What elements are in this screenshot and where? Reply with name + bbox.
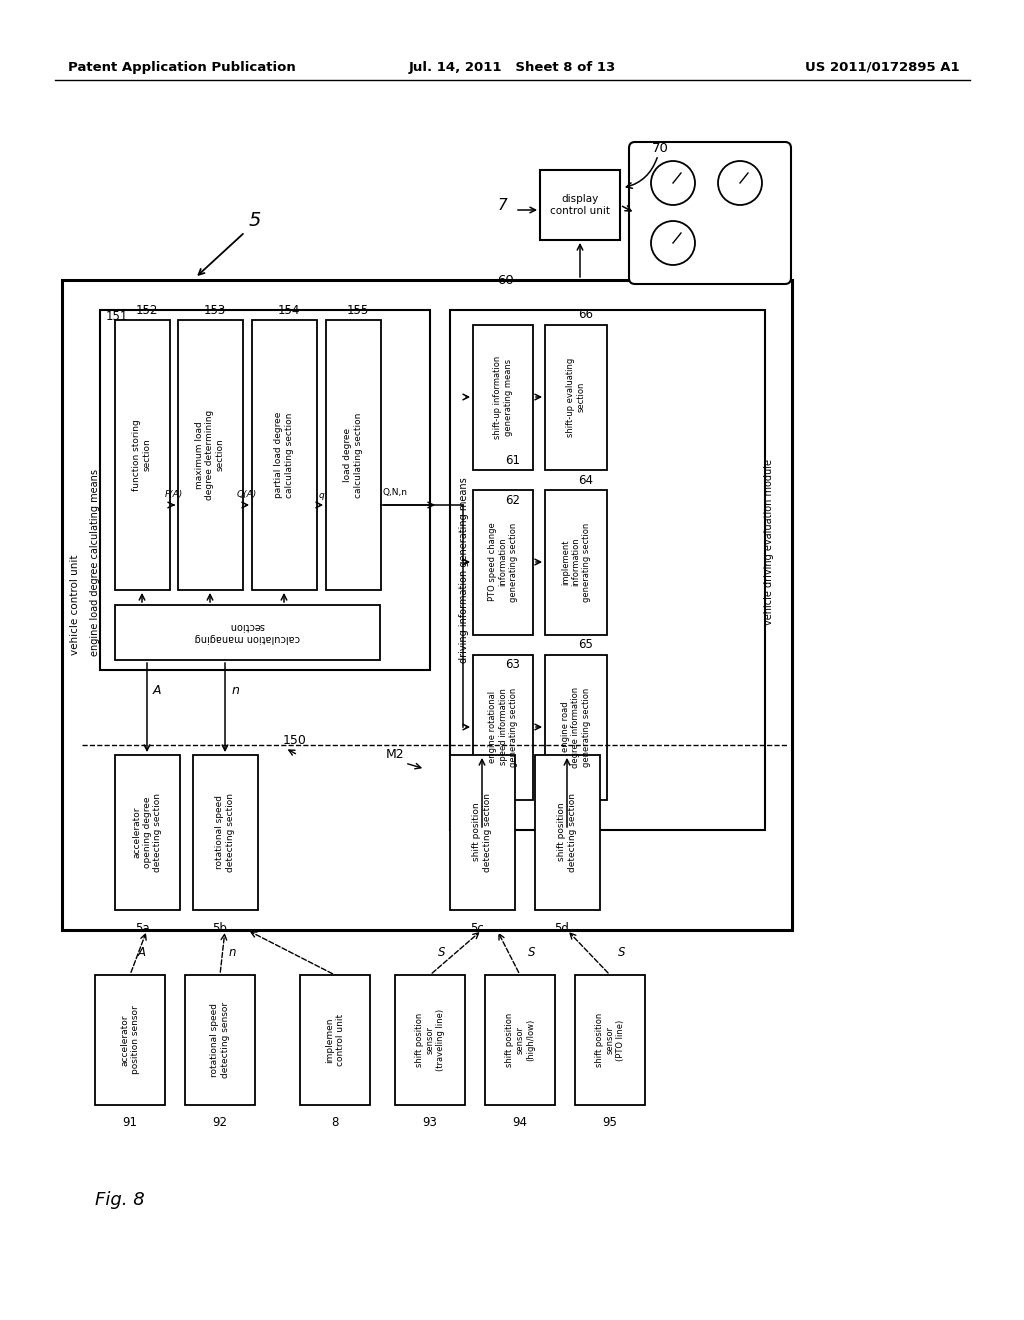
Text: Jul. 14, 2011   Sheet 8 of 13: Jul. 14, 2011 Sheet 8 of 13	[409, 61, 615, 74]
Bar	[545, 490, 607, 635]
Text: display
control unit: display control unit	[550, 194, 610, 215]
Bar	[473, 490, 534, 635]
Text: PTO speed change
information
generating section: PTO speed change information generating …	[488, 523, 518, 602]
Text: accelerator
opening degree
detecting section: accelerator opening degree detecting sec…	[132, 792, 162, 871]
Text: accelerator
position sensor: accelerator position sensor	[120, 1006, 139, 1074]
Bar	[326, 319, 381, 590]
Text: shift-up evaluating
section: shift-up evaluating section	[566, 358, 586, 437]
Text: 150: 150	[283, 734, 307, 747]
Text: 7: 7	[497, 198, 507, 213]
Text: vehicle control unit: vehicle control unit	[70, 554, 80, 655]
Text: shift position
sensor
(high/low): shift position sensor (high/low)	[505, 1012, 535, 1067]
Text: 5b: 5b	[213, 921, 227, 935]
Bar	[178, 319, 243, 590]
Text: 94: 94	[512, 1117, 527, 1130]
Text: calculation managing
section: calculation managing section	[195, 622, 300, 643]
Text: 5: 5	[249, 210, 261, 230]
Text: q: q	[318, 491, 324, 499]
Text: Q,N,n: Q,N,n	[383, 488, 408, 498]
Text: 154: 154	[278, 304, 300, 317]
Text: maximum load
degree determining
section: maximum load degree determining section	[196, 411, 225, 500]
Text: Q(A): Q(A)	[237, 491, 257, 499]
Bar	[545, 325, 607, 470]
Text: 92: 92	[213, 1117, 227, 1130]
Text: 95: 95	[602, 1117, 617, 1130]
Text: 66: 66	[579, 309, 594, 322]
Text: M2: M2	[386, 748, 404, 762]
Text: 63: 63	[506, 659, 520, 672]
Bar	[100, 310, 430, 671]
Bar	[95, 975, 165, 1105]
Text: 61: 61	[506, 454, 520, 466]
Bar	[535, 755, 600, 909]
Text: 153: 153	[204, 304, 226, 317]
Text: 64: 64	[579, 474, 594, 487]
Text: Patent Application Publication: Patent Application Publication	[68, 61, 296, 74]
Bar	[82, 294, 437, 830]
Circle shape	[718, 161, 762, 205]
Bar	[450, 310, 765, 830]
Text: engine rotational
speed information
generating section: engine rotational speed information gene…	[488, 688, 518, 767]
Text: 65: 65	[579, 639, 594, 652]
FancyBboxPatch shape	[629, 143, 791, 284]
Text: shift position
sensor
(PTO line): shift position sensor (PTO line)	[595, 1012, 625, 1067]
Text: driving information generating means: driving information generating means	[459, 477, 469, 663]
Text: 152: 152	[136, 304, 158, 317]
Bar	[395, 975, 465, 1105]
Bar	[485, 975, 555, 1105]
Text: 93: 93	[423, 1117, 437, 1130]
Text: 70: 70	[651, 141, 669, 154]
Text: S: S	[528, 945, 536, 958]
Text: 5c: 5c	[470, 921, 484, 935]
Text: partial load degree
calculating section: partial load degree calculating section	[274, 412, 294, 498]
Text: shift position
sensor
(traveling line): shift position sensor (traveling line)	[415, 1008, 444, 1071]
Text: F(A): F(A)	[165, 491, 183, 499]
Text: 62: 62	[506, 494, 520, 507]
Bar	[115, 319, 170, 590]
Text: engine road
degree information
generating section: engine road degree information generatin…	[561, 686, 591, 767]
Bar	[193, 755, 258, 909]
Text: US 2011/0172895 A1: US 2011/0172895 A1	[805, 61, 961, 74]
Bar	[300, 975, 370, 1105]
Text: implemen
control unit: implemen control unit	[326, 1014, 345, 1067]
Text: 5d: 5d	[555, 921, 569, 935]
Bar	[473, 325, 534, 470]
Text: rotational speed
detecting section: rotational speed detecting section	[215, 792, 234, 871]
Bar	[115, 755, 180, 909]
Text: rotational speed
detecting sensor: rotational speed detecting sensor	[210, 1002, 229, 1078]
Text: A: A	[153, 684, 161, 697]
Bar	[62, 280, 792, 931]
Text: 151: 151	[105, 310, 128, 323]
Text: 155: 155	[347, 304, 369, 317]
Bar	[185, 975, 255, 1105]
Circle shape	[651, 220, 695, 265]
Text: shift position
detecting section: shift position detecting section	[472, 792, 492, 871]
Bar	[575, 975, 645, 1105]
Bar	[545, 655, 607, 800]
Text: shift position
detecting section: shift position detecting section	[557, 792, 577, 871]
Bar	[252, 319, 317, 590]
Bar	[115, 605, 380, 660]
Text: shift-up information
generating means: shift-up information generating means	[494, 355, 513, 438]
Text: engine load degree calculating means: engine load degree calculating means	[90, 469, 100, 656]
Text: Fig. 8: Fig. 8	[95, 1191, 144, 1209]
Bar	[473, 655, 534, 800]
Text: 60: 60	[497, 273, 513, 286]
Text: implement
information
generating section: implement information generating section	[561, 523, 591, 602]
Bar	[440, 294, 782, 830]
Text: 8: 8	[332, 1117, 339, 1130]
Text: A: A	[138, 945, 146, 958]
Text: 5a: 5a	[135, 921, 150, 935]
Bar	[540, 170, 620, 240]
Text: n: n	[228, 945, 236, 958]
Text: n: n	[231, 684, 239, 697]
Text: S: S	[438, 945, 445, 958]
Text: vehicle driving evaluation module: vehicle driving evaluation module	[764, 459, 774, 624]
Text: S: S	[618, 945, 626, 958]
Text: 91: 91	[123, 1117, 137, 1130]
Bar	[450, 755, 515, 909]
Text: function storing
section: function storing section	[132, 420, 152, 491]
Circle shape	[651, 161, 695, 205]
Text: load degree
calculating section: load degree calculating section	[343, 412, 362, 498]
